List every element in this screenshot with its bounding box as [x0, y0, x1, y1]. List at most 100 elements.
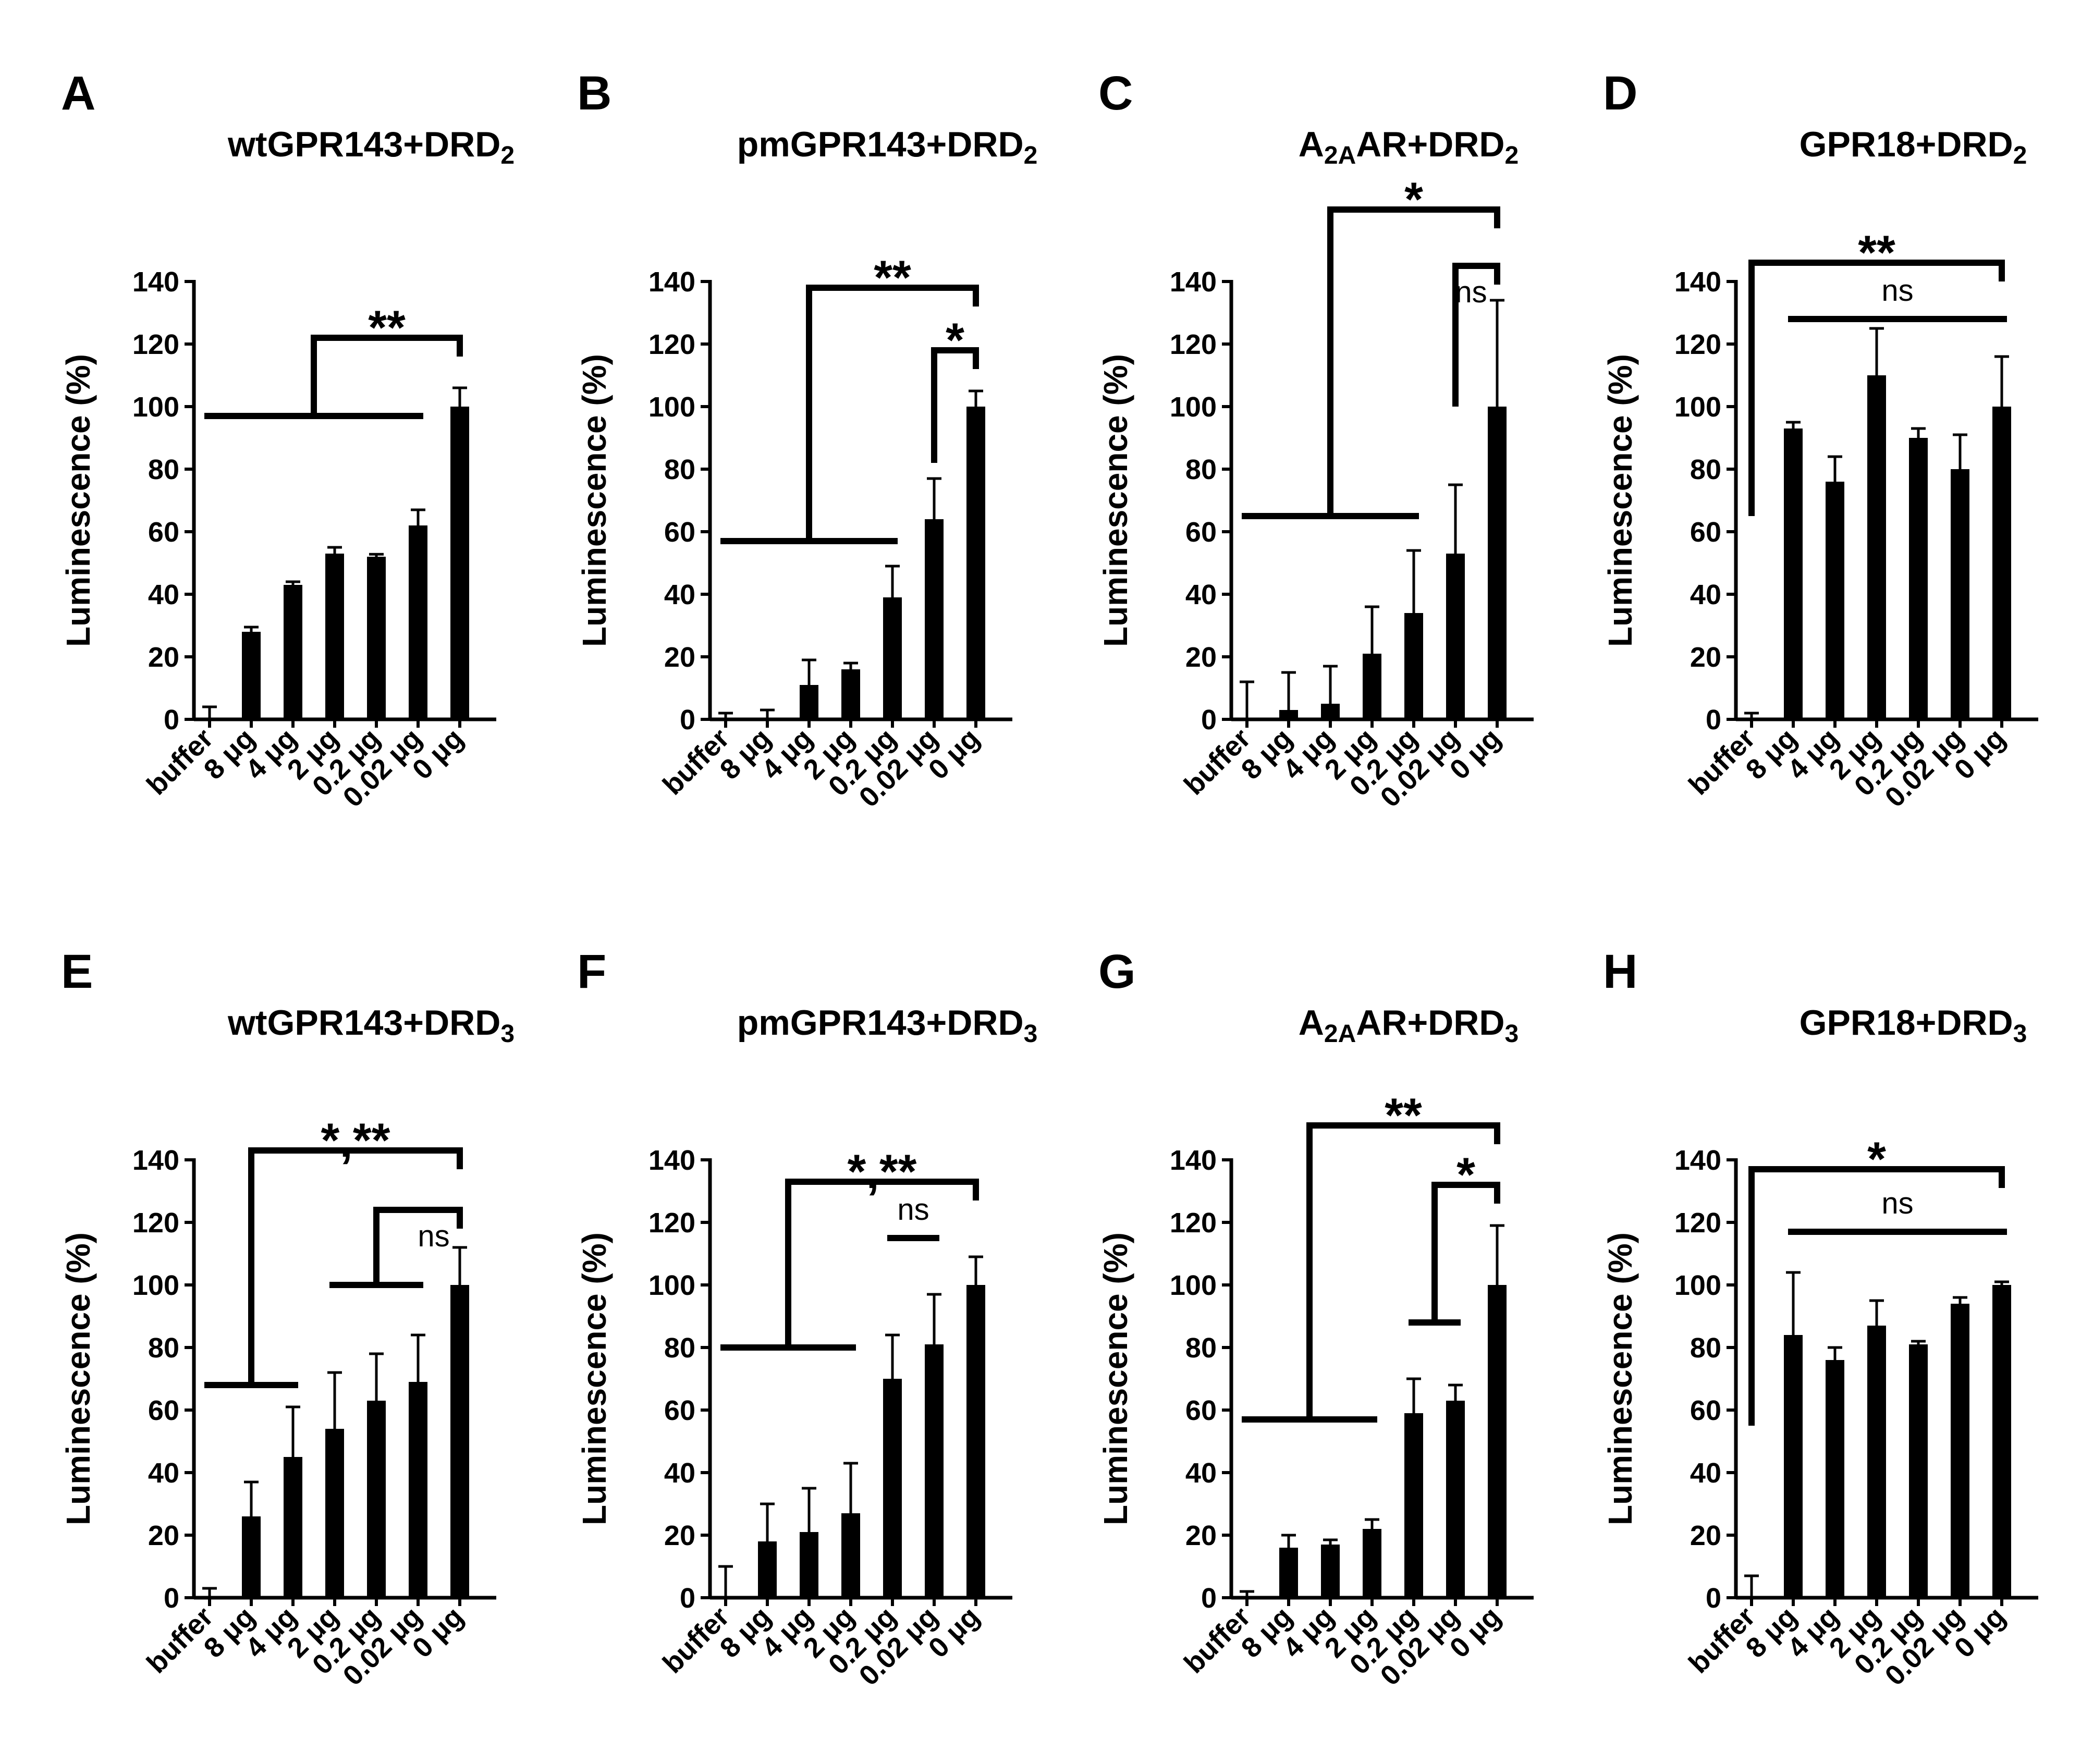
title-prefix-sub: 2A	[1324, 142, 1356, 169]
significance-annotation: ns	[1788, 1186, 2007, 1235]
y-tick-label: 80	[1690, 1332, 1721, 1364]
bar-5	[1446, 1401, 1465, 1598]
significance-label: *,**	[321, 1114, 390, 1167]
bar-4	[883, 597, 902, 719]
bracket-line	[373, 1207, 463, 1285]
significance-annotation: *,**	[720, 1145, 979, 1351]
bar-5	[1951, 469, 1969, 719]
y-tick-label: 40	[1690, 1457, 1721, 1489]
title-prefix-sub: 2A	[1324, 1020, 1356, 1048]
significance-label: *	[1456, 1148, 1475, 1202]
title-main: GPR18+DRD	[1800, 125, 2013, 164]
panel-title: A2AAR+DRD2	[1299, 125, 1519, 169]
bracket-line	[1748, 1166, 2005, 1426]
y-tick-label: 80	[664, 1332, 695, 1364]
ns-label: ns	[1455, 275, 1487, 309]
y-axis-label: Luminescence (%)	[59, 354, 97, 647]
bar-3	[1363, 1529, 1381, 1598]
panel-title: GPR18+DRD3	[1800, 1003, 2027, 1048]
panel-title: GPR18+DRD2	[1800, 125, 2027, 169]
significance-annotation: **	[720, 251, 979, 544]
y-tick-label: 140	[648, 1145, 695, 1176]
bar-6	[1488, 407, 1507, 719]
y-tick-label: 60	[148, 517, 179, 548]
y-tick-label: 40	[664, 579, 695, 610]
y-tick-label: 140	[132, 266, 179, 298]
y-tick-label: 80	[1185, 454, 1217, 485]
bar-2	[800, 1532, 818, 1598]
title-sub: 2	[1505, 142, 1519, 169]
y-tick-label: 100	[1674, 391, 1721, 423]
y-tick-label: 140	[1674, 266, 1721, 298]
y-tick-label: 60	[1185, 1395, 1217, 1426]
significance-annotation: *	[1409, 1148, 1500, 1326]
bar-1	[242, 1516, 261, 1598]
y-tick-label: 0	[1201, 704, 1217, 736]
bar-2	[284, 585, 302, 719]
ns-label: ns	[418, 1219, 449, 1253]
significance-annotation: *,**	[204, 1114, 463, 1388]
y-tick-label: 60	[664, 517, 695, 548]
ns-label: ns	[1881, 1186, 1913, 1220]
y-tick-label: 0	[1201, 1583, 1217, 1614]
y-tick-label: 20	[1185, 642, 1217, 673]
bracket-line	[1431, 1182, 1500, 1322]
bar-4	[367, 557, 386, 719]
bar-6	[1992, 1285, 2011, 1598]
panel-letter: C	[1098, 67, 1133, 120]
title-sub: 3	[2013, 1020, 2027, 1048]
y-tick-label: 20	[148, 642, 179, 673]
panel-letter: D	[1603, 67, 1637, 120]
significance-label: *	[1867, 1133, 1886, 1186]
y-tick-label: 20	[664, 642, 695, 673]
bar-3	[325, 1429, 344, 1598]
y-tick-label: 80	[148, 454, 179, 485]
y-axis-label: Luminescence (%)	[1097, 1232, 1134, 1525]
significance-label: *	[946, 314, 964, 367]
bar-1	[242, 632, 261, 719]
bar-6	[1488, 1285, 1507, 1598]
y-tick-label: 100	[1170, 391, 1217, 423]
bracket-line	[1306, 1122, 1500, 1419]
title-main: wtGPR143+DRD	[227, 125, 500, 164]
y-tick-label: 100	[1170, 1270, 1217, 1301]
y-axis-label: Luminescence (%)	[1601, 354, 1639, 647]
y-axis-label: Luminescence (%)	[1097, 354, 1134, 647]
panel-letter: F	[577, 945, 606, 998]
y-tick-label: 60	[664, 1395, 695, 1426]
significance-annotation: **	[1748, 226, 2005, 516]
bracket-line	[1327, 206, 1500, 516]
y-tick-label: 100	[132, 391, 179, 423]
y-tick-label: 120	[132, 1207, 179, 1239]
significance-annotation: ns	[329, 1207, 463, 1288]
y-tick-label: 60	[1690, 1395, 1721, 1426]
bar-3	[1867, 375, 1886, 719]
title-main: pmGPR143+DRD	[737, 1003, 1024, 1043]
bar-4	[883, 1379, 902, 1598]
bar-4	[1909, 438, 1928, 719]
y-tick-label: 0	[164, 1583, 179, 1614]
y-tick-label: 140	[648, 266, 695, 298]
y-tick-label: 0	[680, 1583, 695, 1614]
title-main: pmGPR143+DRD	[737, 125, 1024, 164]
bar-6	[966, 1285, 985, 1598]
title-sub: 2	[1024, 142, 1038, 169]
bar-4	[1909, 1344, 1928, 1598]
significance-label: *,**	[848, 1145, 917, 1198]
y-tick-label: 0	[1706, 704, 1721, 736]
y-tick-label: 0	[680, 704, 695, 736]
y-tick-label: 80	[1690, 454, 1721, 485]
panel-letter: H	[1603, 945, 1637, 998]
significance-label: **	[874, 251, 911, 304]
bar-2	[1826, 482, 1844, 719]
y-tick-label: 140	[1170, 1145, 1217, 1176]
bar-6	[450, 1285, 469, 1598]
bracket-line	[311, 335, 463, 416]
y-tick-label: 120	[648, 1207, 695, 1239]
bar-3	[325, 554, 344, 719]
bar-6	[1992, 407, 2011, 719]
bar-1	[1784, 428, 1803, 719]
panel-letter: G	[1098, 945, 1136, 998]
